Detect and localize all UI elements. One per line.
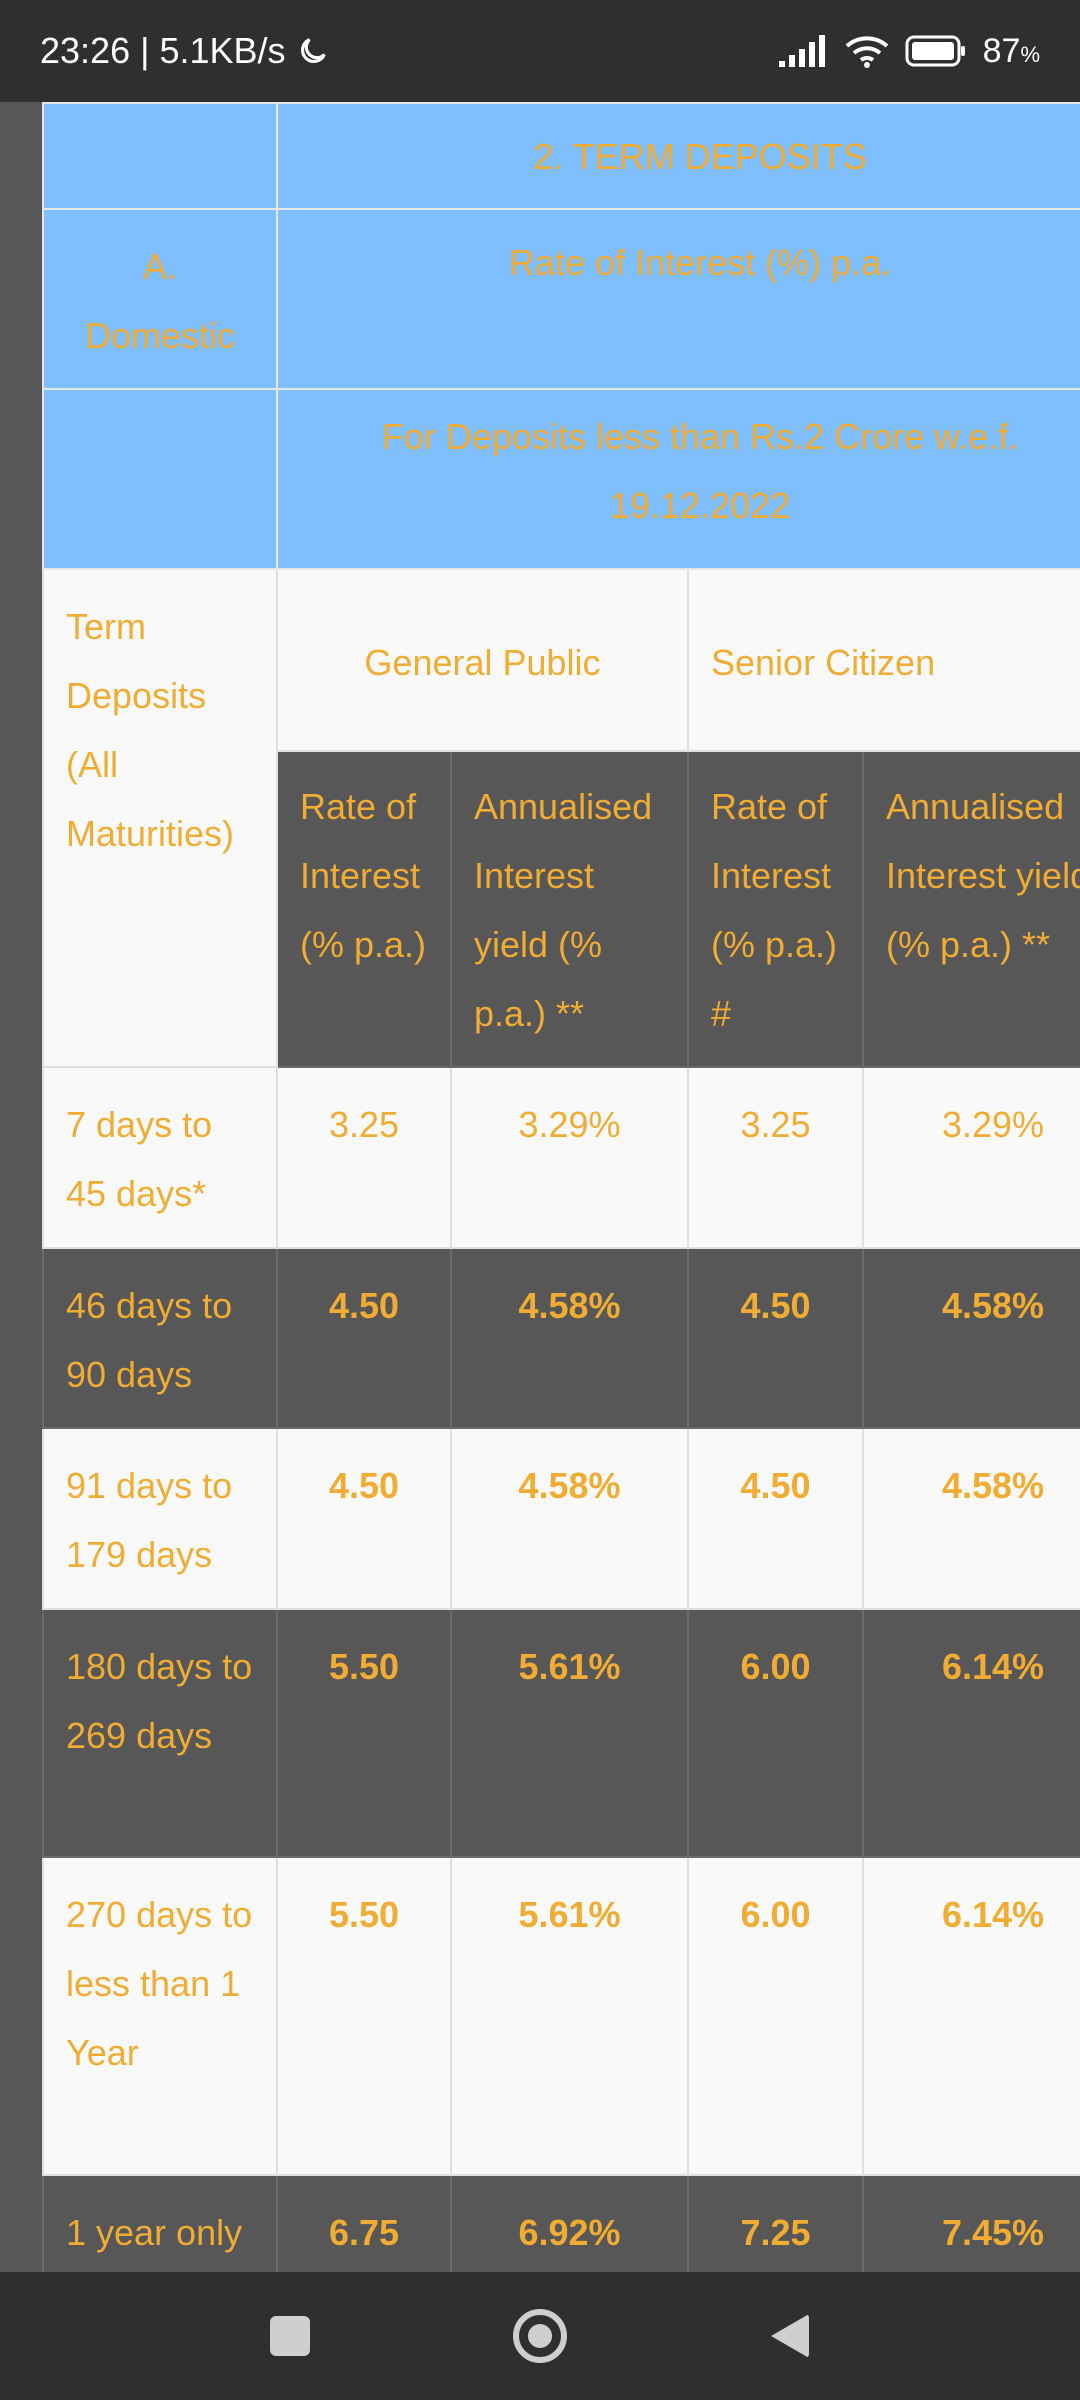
col-rate-sc: Rate of Interest (% p.a.) # (687, 750, 864, 1068)
battery-icon (905, 35, 965, 67)
time-speed: 23:26 | 5.1KB/s (40, 30, 286, 71)
sc-yield-cell: 3.29% (861, 1066, 1080, 1249)
wifi-icon (845, 36, 888, 68)
table-row: 7 days to 45 days* 3.25 3.29% 3.25 3.29% (42, 1066, 1080, 1249)
gp-yield-cell: 5.61% (450, 1608, 689, 1858)
signal-icon (778, 35, 825, 67)
table-row: 1 year only 6.75 6.92% 7.25 7.45% (42, 2174, 1080, 2272)
sc-yield-cell: 6.14% (861, 1608, 1080, 1858)
table-row: 91 days to 179 days 4.50 4.58% 4.50 4.58… (42, 1427, 1080, 1610)
gp-yield-cell: 4.58% (450, 1247, 689, 1429)
gp-yield-cell: 5.61% (450, 1856, 689, 2176)
moon-icon (300, 38, 326, 63)
sc-rate-cell: 6.00 (687, 1856, 864, 2176)
web-content[interactable]: 2. TERM DEPOSITS A. Domestic Rate of Int… (0, 102, 1080, 2272)
general-public-header: General Public (276, 568, 689, 752)
status-bar: 23:26 | 5.1KB/s 87% (0, 0, 1080, 102)
gp-rate-cell: 5.50 (276, 1608, 452, 1858)
gp-rate-cell: 3.25 (276, 1066, 452, 1249)
title-row: 2. TERM DEPOSITS (42, 102, 1080, 210)
term-deposit-table: 2. TERM DEPOSITS A. Domestic Rate of Int… (42, 102, 1080, 2272)
gp-yield-cell: 6.92% (450, 2174, 689, 2272)
table-row: 270 days to less than 1 Year 5.50 5.61% … (42, 1856, 1080, 2176)
term-cell: 1 year only (42, 2174, 278, 2272)
note-row: For Deposits less than Rs.2 Crore w.e.f.… (42, 388, 1080, 570)
sc-yield-cell: 7.45% (861, 2174, 1080, 2272)
status-right: 87% (778, 32, 1040, 71)
sc-rate-cell: 4.50 (687, 1247, 864, 1429)
group-header-row: Term Deposits (All Maturities) General P… (42, 568, 1080, 1068)
gp-yield-cell: 3.29% (450, 1066, 689, 1249)
table-row: 180 days to 269 days 5.50 5.61% 6.00 6.1… (42, 1608, 1080, 1858)
home-circle-icon (513, 2309, 567, 2363)
home-button[interactable] (510, 2306, 570, 2366)
table-row: 46 days to 90 days 4.50 4.58% 4.50 4.58% (42, 1247, 1080, 1429)
gp-rate-cell: 6.75 (276, 2174, 452, 2272)
col-rate-gp: Rate of Interest (% p.a.) (276, 750, 452, 1068)
term-cell: 7 days to 45 days* (42, 1066, 278, 1249)
sc-rate-cell: 3.25 (687, 1066, 864, 1249)
sc-rate-cell: 6.00 (687, 1608, 864, 1858)
battery-value: 87 (982, 31, 1021, 70)
gp-yield-cell: 4.58% (450, 1427, 689, 1610)
term-header: Term Deposits (All Maturities) (42, 568, 278, 1068)
term-cell: 180 days to 269 days (42, 1608, 278, 1858)
section-label: A. Domestic (42, 208, 278, 390)
back-button[interactable] (760, 2306, 820, 2366)
col-yield-gp: Annualised Interest yield (% p.a.) ** (450, 750, 689, 1068)
sc-rate-cell: 7.25 (687, 2174, 864, 2272)
term-cell: 46 days to 90 days (42, 1247, 278, 1429)
back-triangle-icon (771, 2314, 809, 2358)
col-yield-sc: Annualised Interest yield (% p.a.) ** (861, 750, 1080, 1068)
status-left: 23:26 | 5.1KB/s (40, 30, 330, 72)
gp-rate-cell: 4.50 (276, 1247, 452, 1429)
recents-square-icon (270, 2316, 310, 2356)
sc-yield-cell: 4.58% (861, 1247, 1080, 1429)
sc-rate-cell: 4.50 (687, 1427, 864, 1610)
recents-button[interactable] (260, 2306, 320, 2366)
column-header-row: Rate of Interest (% p.a.) Annualised Int… (43, 750, 1080, 1068)
deposit-note: For Deposits less than Rs.2 Crore w.e.f.… (275, 388, 1080, 570)
senior-citizen-header: Senior Citizen (686, 568, 1080, 752)
sc-yield-cell: 4.58% (861, 1427, 1080, 1610)
gp-rate-cell: 4.50 (276, 1427, 452, 1610)
term-cell: 91 days to 179 days (42, 1427, 278, 1610)
battery-unit: % (1020, 41, 1040, 67)
note-empty-cell (42, 388, 278, 570)
term-cell: 270 days to less than 1 Year (42, 1856, 278, 2176)
title-empty-cell (42, 102, 278, 210)
section-row: A. Domestic Rate of Interest (%) p.a. (42, 208, 1080, 390)
navigation-bar (0, 2272, 1080, 2400)
table-title: 2. TERM DEPOSITS (275, 102, 1080, 210)
battery-percent: 87% (983, 32, 1040, 71)
gp-rate-cell: 5.50 (276, 1856, 452, 2176)
rate-header: Rate of Interest (%) p.a. (275, 208, 1080, 390)
sc-yield-cell: 6.14% (861, 1856, 1080, 2176)
